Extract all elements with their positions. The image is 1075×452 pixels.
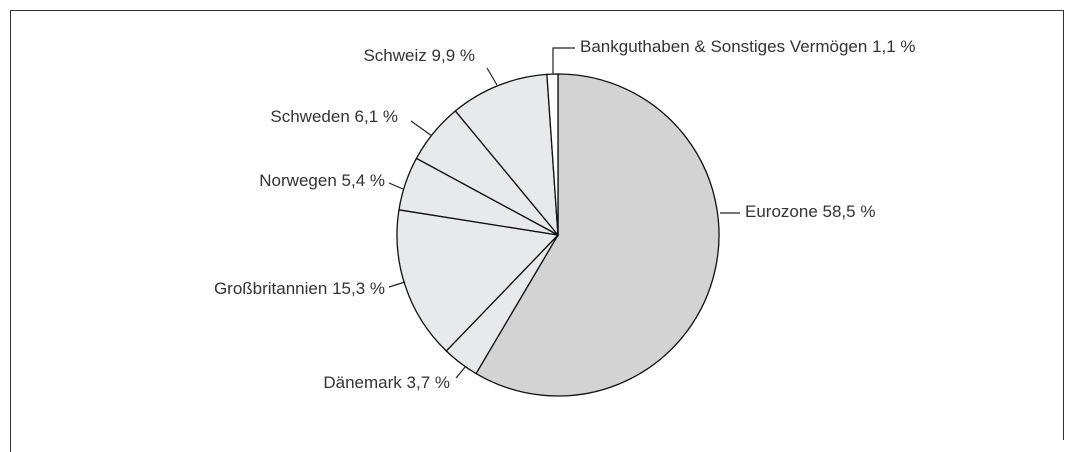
slice-name: Bankguthaben & Sonstiges Vermögen [580, 37, 867, 56]
leader-line [388, 281, 406, 288]
slice-label: Großbritannien 15,3 % [214, 279, 385, 298]
frame [10, 10, 1064, 452]
slice-name: Großbritannien [214, 279, 327, 298]
leader-line [410, 120, 433, 137]
leader-line [552, 47, 575, 74]
slice-label: Norwegen 5,4 % [259, 171, 385, 190]
pie-slice [396, 209, 560, 352]
pie-slice [475, 73, 720, 397]
slice-name: Dänemark [323, 373, 402, 392]
slice-value: 58,5 % [823, 202, 876, 221]
slice-name: Eurozone [745, 202, 818, 221]
leader-line [388, 182, 404, 190]
slice-label: Schweiz 9,9 % [363, 46, 475, 65]
leader-line [486, 67, 498, 86]
slice-value: 6,1 % [355, 107, 398, 126]
slice-value: 5,4 % [342, 171, 385, 190]
slice-label: Dänemark 3,7 % [323, 373, 450, 392]
slice-name: Schweden [270, 107, 349, 126]
leader-line [455, 365, 467, 379]
slice-value: 9,9 % [432, 46, 475, 65]
slice-label: Eurozone 58,5 % [745, 202, 875, 221]
slice-value: 3,7 % [407, 373, 450, 392]
slice-value: 1,1 % [872, 37, 915, 56]
slice-label: Bankguthaben & Sonstiges Vermögen 1,1 % [580, 37, 916, 56]
slice-value: 15,3 % [332, 279, 385, 298]
slice-name: Schweiz [363, 46, 426, 65]
slice-name: Norwegen [259, 171, 337, 190]
pie-slice [546, 73, 559, 236]
slice-label: Schweden 6,1 % [270, 107, 398, 126]
pie-slice [454, 73, 559, 237]
